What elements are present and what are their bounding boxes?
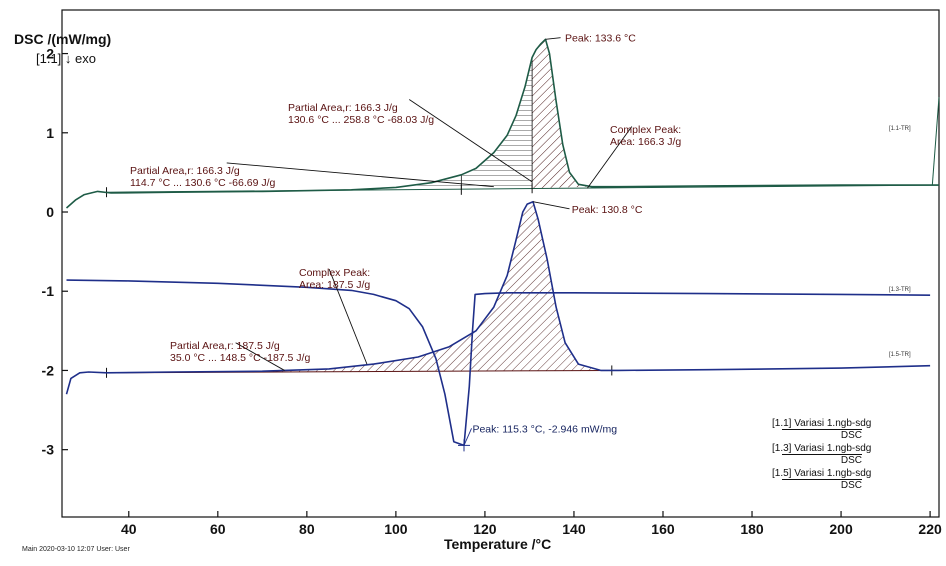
annotation-line: 35.0 °C ... 148.5 °C -187.5 J/g	[170, 352, 310, 364]
annotation-leader	[532, 201, 570, 210]
partial-area-fill	[351, 57, 533, 190]
x-tick-label: 100	[384, 521, 408, 537]
annotation-line: Area: 187.5 J/g	[299, 279, 370, 291]
legend-entry-label: [1.3] Variasi 1.ngb-sdg	[772, 443, 872, 454]
legend: [1.1] Variasi 1.ngb-sdg DSC [1.3] Varias…	[772, 418, 922, 493]
curve-tag: [1.5-TR]	[889, 352, 911, 358]
x-tick-label: 160	[651, 521, 675, 537]
annotation-line: Complex Peak:	[610, 124, 681, 136]
x-tick-label: 40	[121, 521, 137, 537]
annotation-label: Complex Peak: Area: 187.5 J/g	[299, 267, 370, 291]
x-axis-label: Temperature /°C	[444, 536, 552, 552]
annotation-leader	[226, 162, 494, 188]
legend-entry-sub: DSC	[782, 429, 862, 441]
y-tick-label: 2	[46, 46, 54, 62]
x-tick-label: 120	[473, 521, 497, 537]
annotation-line: Partial Area,r: 187.5 J/g	[170, 340, 280, 352]
annotation-leader	[586, 126, 633, 189]
annotation-leader	[545, 37, 561, 40]
annotation-line: 130.6 °C ... 258.8 °C -68.03 J/g	[288, 114, 434, 126]
dsc-series-line	[65, 200, 931, 395]
annotation-line: 114.7 °C ... 130.6 °C -66.69 J/g	[130, 177, 276, 189]
annotation-line: Partial Area,r: 166.3 J/g	[288, 102, 398, 114]
dsc-series-line	[65, 38, 939, 209]
curve-tail	[931, 97, 940, 186]
footer-meta: Main 2020-03-10 12:07 User: User	[22, 546, 130, 553]
x-tick-label: 220	[918, 521, 942, 537]
annotation-leader	[408, 99, 533, 183]
annotation-label: Peak: 130.8 °C	[572, 204, 643, 216]
complex-peak-area-fill	[106, 201, 612, 373]
legend-entry: [1.3] Variasi 1.ngb-sdg DSC	[772, 443, 922, 466]
annotation-line: Area: 166.3 J/g	[610, 136, 681, 148]
x-tick-label: 80	[299, 521, 315, 537]
annotation-label: Partial Area,r: 166.3 J/g 114.7 °C ... 13…	[130, 165, 276, 189]
annotation-leader	[235, 342, 285, 371]
x-tick-label: 200	[829, 521, 853, 537]
annotation-label: Complex Peak: Area: 166.3 J/g	[610, 124, 681, 148]
annotation-label: Partial Area,r: 187.5 J/g 35.0 °C ... 148…	[170, 340, 310, 364]
legend-entry: [1.5] Variasi 1.ngb-sdg DSC	[772, 468, 922, 491]
annotation-line: Partial Area,r: 166.3 J/g	[130, 165, 240, 177]
y-tick-label: 0	[46, 204, 54, 220]
annotation-leader	[463, 428, 472, 446]
plot-frame	[61, 9, 940, 518]
x-tick-label: 140	[562, 521, 586, 537]
annotation-label: Partial Area,r: 166.3 J/g 130.6 °C ... 25…	[288, 102, 434, 126]
x-tick-label: 180	[740, 521, 764, 537]
legend-entry-label: [1.1] Variasi 1.ngb-sdg	[772, 418, 872, 429]
x-tick-label: 60	[210, 521, 226, 537]
curve-tag: [1.1-TR]	[889, 126, 911, 132]
dsc-series-line	[66, 279, 931, 447]
curve-direction-label: [1.1] ↓ exo	[36, 51, 96, 66]
y-axis-label: DSC /(mW/mg)	[14, 31, 112, 47]
legend-entry: [1.1] Variasi 1.ngb-sdg DSC	[772, 418, 922, 441]
annotation-line: Peak: 115.3 °C, -2.946 mW/mg	[472, 423, 617, 435]
y-tick-label: 1	[46, 125, 54, 141]
legend-entry-sub: DSC	[782, 479, 862, 491]
annotation-leader	[328, 268, 368, 365]
y-tick-label: -3	[42, 442, 55, 458]
curve-tag: [1.3-TR]	[889, 287, 911, 293]
annotation-label: Peak: 133.6 °C	[565, 33, 636, 45]
annotation-line: Peak: 130.8 °C	[572, 204, 643, 216]
y-tick-label: -1	[42, 283, 55, 299]
annotation-line: Complex Peak:	[299, 267, 370, 279]
legend-entry-label: [1.5] Variasi 1.ngb-sdg	[772, 468, 872, 479]
y-tick-label: -2	[42, 362, 55, 378]
partial-area-fill	[532, 39, 592, 189]
annotation-line: Peak: 133.6 °C	[565, 33, 636, 45]
legend-entry-sub: DSC	[782, 454, 862, 466]
annotation-label: Peak: 115.3 °C, -2.946 mW/mg	[472, 423, 617, 435]
